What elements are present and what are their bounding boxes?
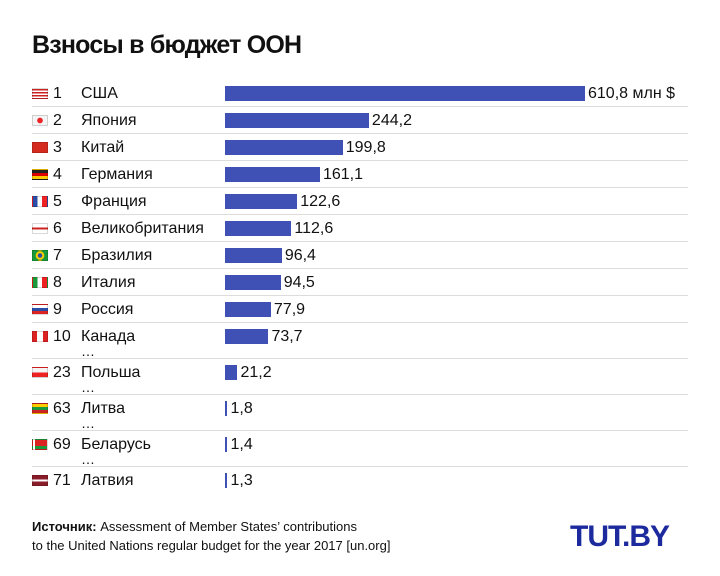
value-label: 244,2 (371, 112, 412, 129)
country-label: Франция (81, 193, 147, 210)
bar-lt (225, 401, 227, 416)
country-label: Италия (81, 274, 136, 291)
flag-cn-icon (32, 142, 48, 153)
chart-row-it: 8 Италия 94,5 (32, 269, 688, 296)
rank-label: 2 (53, 112, 62, 129)
rank-label: 9 (53, 301, 62, 318)
bar-lv (225, 473, 227, 488)
rank-label: 4 (53, 166, 62, 183)
flag-gb-icon (32, 223, 48, 234)
flag-jp-icon (32, 115, 48, 126)
flag-ca-icon (32, 331, 48, 342)
bar-ru (225, 302, 271, 317)
ellipsis: … (81, 415, 96, 431)
chart-row-by: 69 Беларусь… 1,4 (32, 431, 688, 467)
bar-br (225, 248, 282, 263)
bar-fr (225, 194, 298, 209)
country-label: США (81, 85, 118, 102)
flag-it-icon (32, 277, 48, 288)
ellipsis: … (81, 451, 96, 467)
value-label: 21,2 (240, 364, 272, 381)
tutby-logo[interactable]: TUT.BY (570, 520, 670, 553)
chart-title: Взносы в бюджет ООН (32, 31, 302, 59)
flag-by-icon (32, 439, 48, 450)
chart-row-pl: 23 Польша… 21,2 (32, 359, 688, 395)
rank-label: 5 (53, 193, 62, 210)
value-label: 112,6 (294, 220, 334, 237)
chart-row-us: 1 США 610,8 млн $ (32, 80, 688, 107)
country-label: Великобритания (81, 220, 204, 237)
source-note: Источник: Assessment of Member States’ c… (32, 517, 390, 555)
chart-row-jp: 2 Япония 244,2 (32, 107, 688, 134)
country-label: Россия (81, 301, 134, 318)
bar-cn (225, 140, 343, 155)
value-label: 94,5 (283, 274, 315, 291)
country-label: Литва (81, 400, 125, 417)
value-label: 1,8 (230, 400, 253, 417)
flag-lt-icon (32, 403, 48, 414)
country-label: Бразилия (81, 247, 153, 264)
chart-row-ca: 10 Канада… 73,7 (32, 323, 688, 359)
rank-label: 69 (53, 436, 71, 453)
chart-rows: 1 США 610,8 млн $ 2 Япония 244,2 3 Китай 199,8 4 Г… (32, 80, 688, 494)
bar-jp (225, 113, 369, 128)
rank-label: 7 (53, 247, 62, 264)
flag-lv-icon (32, 475, 48, 486)
value-label: 73,7 (271, 328, 303, 345)
chart-row-cn: 3 Китай 199,8 (32, 134, 688, 161)
bar-ca (225, 329, 269, 344)
value-label: 77,9 (273, 301, 306, 318)
country-label: Беларусь (81, 436, 151, 453)
chart-row-fr: 5 Франция 122,6 (32, 188, 688, 215)
bar-gb (225, 221, 292, 236)
value-label: 1,4 (230, 436, 253, 453)
source-label: Источник: (32, 519, 97, 534)
value-label: 610,8 млн $ (588, 85, 675, 102)
bar-de (225, 167, 320, 182)
flag-br-icon (32, 250, 48, 261)
rank-label: 3 (53, 139, 62, 156)
value-label: 1,3 (230, 472, 253, 489)
flag-fr-icon (32, 196, 48, 207)
country-label: Китай (81, 139, 125, 156)
chart-row-gb: 6 Великобритания 112,6 (32, 215, 688, 242)
rank-label: 23 (53, 364, 71, 381)
chart-row-lv: 71 Латвия 1,3 (32, 467, 688, 494)
bar-us (225, 86, 585, 101)
source-line1: Assessment of Member States’ contributio… (100, 519, 357, 534)
country-label: Польша (81, 364, 141, 381)
rank-label: 6 (53, 220, 62, 237)
value-label: 199,8 (345, 139, 386, 156)
chart-row-de: 4 Германия 161,1 (32, 161, 688, 188)
rank-label: 8 (53, 274, 62, 291)
value-label: 122,6 (300, 193, 341, 210)
chart-row-lt: 63 Литва… 1,8 (32, 395, 688, 431)
flag-ru-icon (32, 304, 48, 315)
chart-row-ru: 9 Россия 77,9 (32, 296, 688, 323)
value-label: 96,4 (284, 247, 316, 264)
bar-by (225, 437, 227, 452)
bar-pl (225, 365, 238, 380)
flag-de-icon (32, 169, 48, 180)
country-label: Канада (81, 328, 136, 345)
rank-label: 10 (53, 328, 71, 345)
flag-us-icon (32, 88, 48, 99)
country-label: Латвия (81, 472, 134, 489)
country-label: Германия (81, 166, 153, 183)
value-label: 161,1 (322, 166, 363, 183)
rank-label: 63 (53, 400, 71, 417)
country-label: Япония (81, 112, 137, 129)
chart-row-br: 7 Бразилия 96,4 (32, 242, 688, 269)
rank-label: 1 (53, 85, 62, 102)
ellipsis: … (81, 379, 96, 395)
source-line2: to the United Nations regular budget for… (32, 538, 391, 553)
flag-pl-icon (32, 367, 48, 378)
rank-label: 71 (53, 472, 71, 489)
ellipsis: … (81, 343, 96, 359)
bar-it (225, 275, 281, 290)
